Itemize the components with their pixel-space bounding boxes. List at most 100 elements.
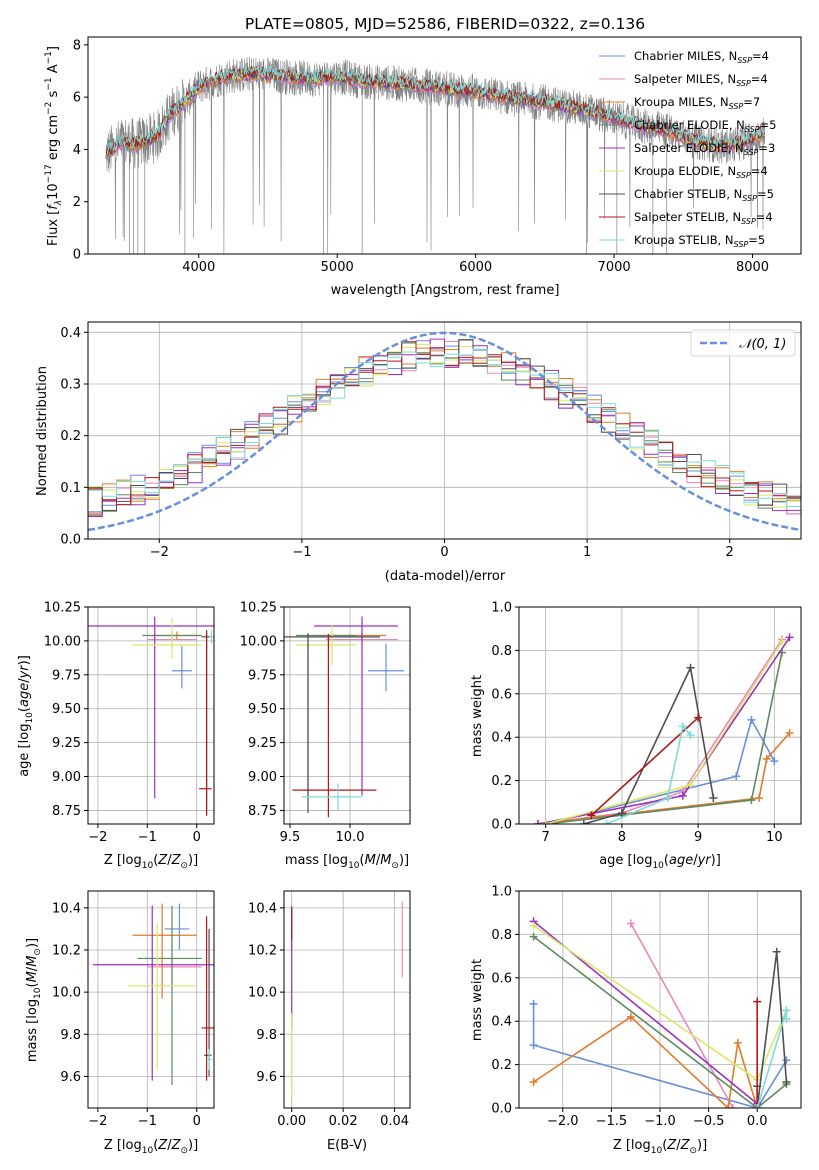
model-spectrum-line	[105, 65, 766, 158]
y-tick-label: 0.8	[491, 644, 512, 659]
x-tick-label: −1	[138, 830, 157, 845]
weight-lines	[529, 917, 791, 1108]
mass-vs-ebv-plot-area	[284, 891, 410, 1108]
y-tick-label: 0.2	[60, 429, 81, 444]
mass-weight-marker	[686, 663, 695, 672]
mass-weight-marker	[602, 820, 611, 824]
mass-weight-marker	[678, 791, 687, 800]
spectrum-frame	[87, 36, 802, 255]
age-vs-mass-plot-area	[284, 606, 410, 824]
x-tick-label: 10	[766, 830, 783, 845]
y-tick-label: 9.6	[256, 1070, 277, 1085]
y-tick-label: 0.2	[491, 1058, 512, 1073]
x-tick-label: 9	[694, 830, 702, 845]
age-vs-z-axes: −2 −1 0 8.75 9.00 9.25 9.50 9.75 10.00 10.25	[44, 601, 201, 846]
y-tick-label: 0.0	[60, 533, 81, 548]
mass-vs-z-panel: −2 −1 09.69.810.010.210.4 Z [log10(Z/Z⊙)] …	[25, 890, 215, 1156]
x-tick-label: −1.5	[596, 1114, 628, 1129]
mass-vs-z-plot-area	[88, 891, 214, 1108]
y-tick-label: 10.4	[248, 901, 277, 916]
x-tick-label: 9.5	[280, 830, 301, 845]
errorbar-points	[284, 616, 404, 818]
y-tick-label: 1.0	[491, 601, 512, 616]
y-tick-label: 10.00	[44, 634, 81, 649]
mass-weight-vs-z-plot-area	[519, 890, 801, 1109]
y-tick-label: 8	[73, 38, 81, 53]
legend-entry-label: Salpeter STELIB, NSSP=4	[634, 210, 773, 226]
x-tick-label: −2.0	[547, 1114, 579, 1129]
y-tick-label: 10.2	[52, 943, 81, 958]
mass-weight-marker	[587, 811, 596, 820]
age-vs-z-panel: −2 −1 0 8.75 9.00 9.25 9.50 9.75 10.00 10.25 Z [l…	[17, 601, 215, 871]
mass-vs-ebv-panel: 0.00 0.02 0.04 9.6 9.8 10.0 10.2 10.4 E(B-V)	[248, 890, 411, 1153]
age-vs-mass-panel: 9.5 10.0 8.75 9.00 9.25 9.50 9.75 10.00 10.25 ma…	[240, 601, 411, 871]
y-tick-label: 8.75	[248, 804, 277, 819]
residual-y-label: Normed distribution	[35, 366, 50, 496]
y-tick-label: 0.0	[491, 1102, 512, 1117]
x-tick-label: −1.0	[644, 1114, 676, 1129]
mass-weight-marker	[747, 796, 756, 805]
mass-vs-z-x-label: Z [log10(Z/Z⊙)]	[104, 1138, 198, 1156]
x-tick-label: 1	[583, 545, 591, 560]
spectrum-traces	[105, 56, 766, 254]
residual-panel: −2 −1 0 1 2 0.0 0.1 0.2 0.3 0.4 (data-model)/erro…	[35, 321, 802, 584]
x-tick-label: 0	[440, 545, 448, 560]
mass-vs-z-y-label: mass [log10(M/M⊙)]	[25, 938, 43, 1062]
residual-histogram-step	[88, 348, 801, 510]
spectrum-y-label: Flux [fλ10−17 erg cm−2 s−1 A−1]	[44, 46, 64, 246]
y-tick-label: 9.25	[248, 736, 277, 751]
y-tick-label: 8.75	[52, 804, 81, 819]
gauss-curve	[88, 331, 801, 532]
y-tick-label: 0.4	[491, 1015, 512, 1030]
x-tick-label: 2	[726, 545, 734, 560]
mass-weight-marker	[782, 1077, 791, 1086]
y-tick-label: 10.25	[44, 601, 81, 616]
mass-weight-vs-age-axes: 7 8 9 10 0.0 0.2 0.4 0.6 0.8 1.0	[491, 601, 782, 846]
mass-weight-marker	[663, 793, 672, 802]
y-tick-label: 0.6	[491, 687, 512, 702]
y-tick-label: 0.3	[60, 378, 81, 393]
legend-entry-label: Chabrier MILES, NSSP=4	[634, 49, 769, 65]
mass-vs-z-axes: −2 −1 0 9.6 9.8 10.0 10.2 10.4	[52, 901, 201, 1129]
mass-weight-vs-z-panel: −2.0 −1.5 −1.0 −0.5 0.0 0.0 0.2 0.4 0.6 0.8 1.0 Z …	[470, 885, 802, 1156]
age-vs-z-frame	[87, 606, 215, 825]
x-tick-label: 0.04	[380, 1114, 409, 1129]
residual-axes: −2 −1 0 1 2 0.0 0.1 0.2 0.3 0.4	[60, 326, 734, 560]
y-tick-label: 10.2	[248, 943, 277, 958]
mass-weight-marker	[529, 921, 538, 930]
mass-weight-marker	[626, 1012, 635, 1021]
spectrum-axes: 4000 5000 6000 7000 8000 0 2 4 6 8	[73, 38, 769, 275]
residual-x-label: (data-model)/error	[385, 569, 506, 584]
mass-weight-marker	[747, 715, 756, 724]
y-tick-label: 9.75	[52, 668, 81, 683]
y-tick-label: 10.00	[240, 634, 277, 649]
y-tick-label: 9.50	[248, 702, 277, 717]
x-tick-label: 7	[542, 830, 550, 845]
mass-weight-line	[583, 665, 715, 824]
legend-entry-label: Kroupa ELODIE, NSSP=4	[634, 164, 768, 180]
mass-weight-line	[533, 1015, 758, 1108]
mass-weight-marker	[732, 772, 741, 781]
x-tick-label: −1	[292, 545, 311, 560]
mass-weight-marker	[534, 820, 543, 824]
mass-vs-ebv-x-label: E(B-V)	[327, 1138, 367, 1153]
mass-weight-marker	[755, 793, 764, 802]
x-tick-label: 6000	[459, 260, 492, 275]
y-tick-label: 0.2	[491, 774, 512, 789]
legend-entry-label: Chabrier ELODIE, NSSP=5	[634, 118, 776, 134]
model-spectrum-line	[105, 65, 766, 158]
y-tick-label: 0.4	[491, 731, 512, 746]
y-tick-label: 9.75	[248, 668, 277, 683]
mass-weight-marker	[626, 919, 635, 928]
mass-weight-marker	[782, 1015, 791, 1024]
age-vs-z-y-label: age [log10(age/yr)]	[17, 655, 35, 777]
mass-weight-vs-z-x-label: Z [log10(Z/Z⊙)]	[613, 1138, 707, 1156]
age-vs-z-x-label: Z [log10(Z/Z⊙)]	[104, 853, 198, 871]
age-vs-mass-frame	[283, 606, 411, 825]
y-tick-label: 9.50	[52, 702, 81, 717]
y-tick-label: 6	[73, 91, 81, 106]
x-tick-label: 0	[193, 1114, 201, 1129]
errorbar-points	[92, 903, 214, 1085]
mass-weight-marker	[785, 728, 794, 737]
